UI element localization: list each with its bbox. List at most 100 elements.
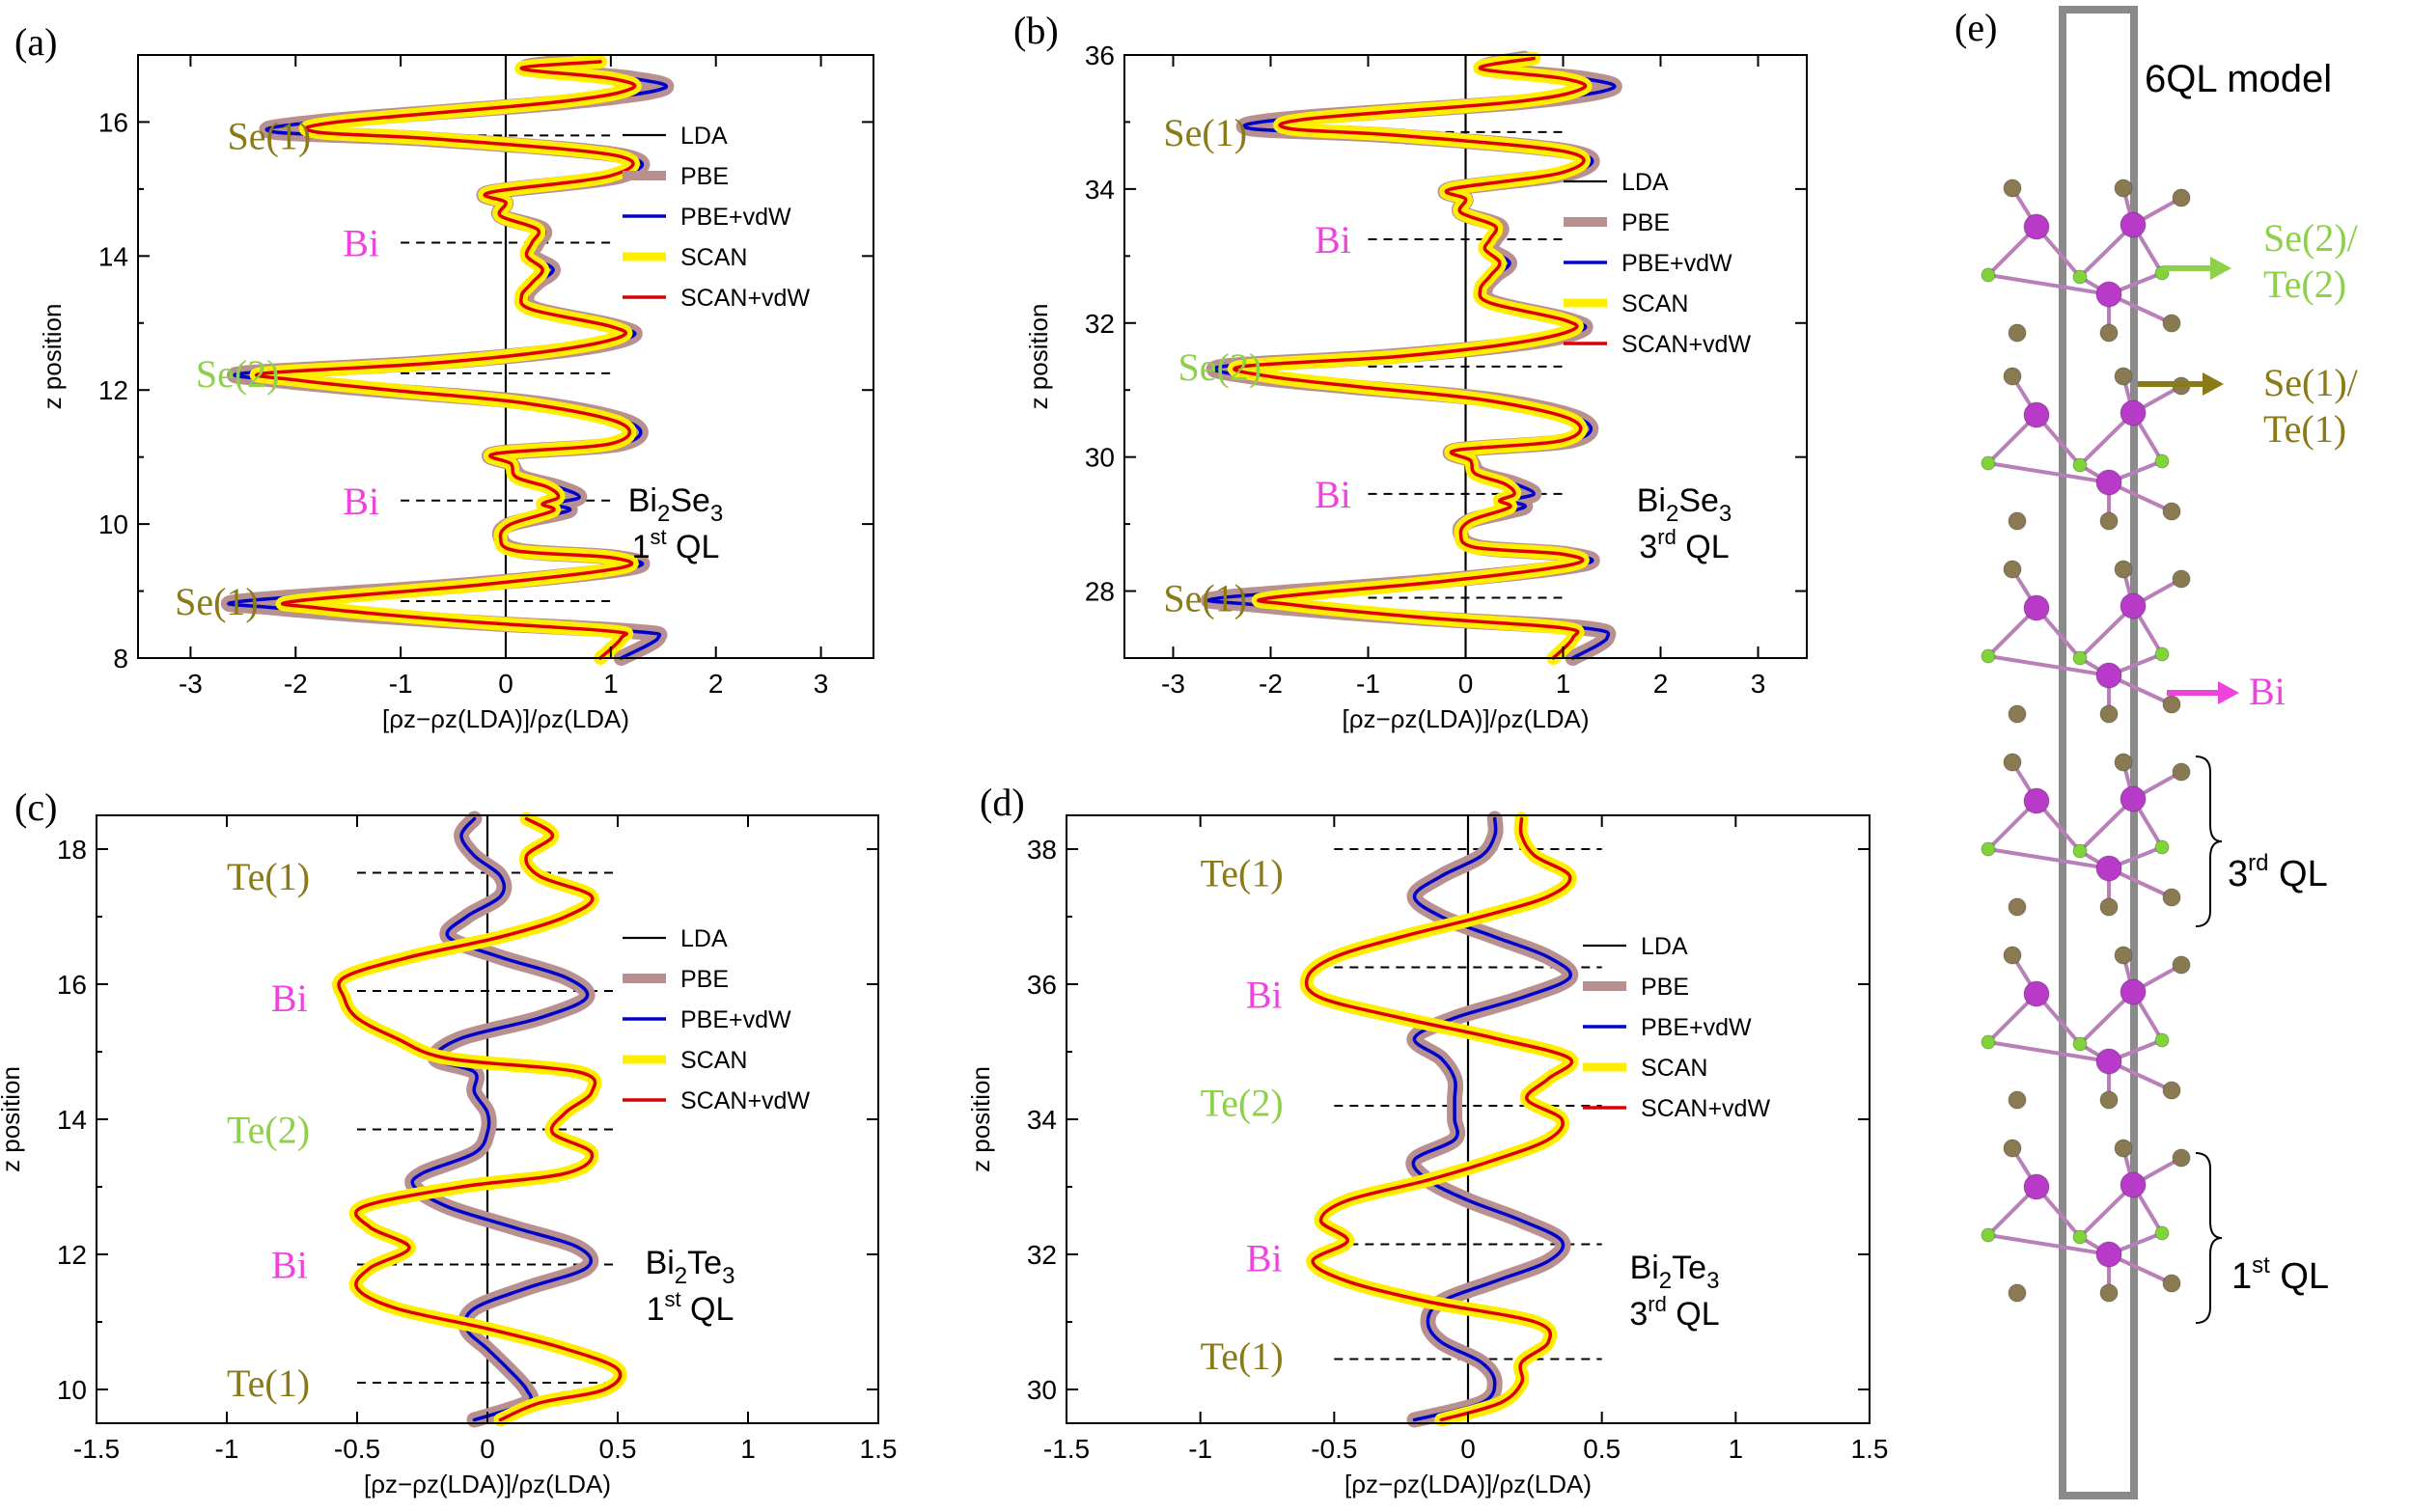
se1-atom: [2114, 367, 2133, 386]
x-axis-title: [ρz−ρz(LDA)]/ρz(LDA): [382, 704, 629, 733]
se2-atom: [2072, 843, 2088, 859]
arrow-bi-head: [2218, 681, 2239, 704]
x-tick-label: -1: [215, 1434, 239, 1464]
se1-atom: [2172, 569, 2191, 589]
se1-atom: [2162, 888, 2181, 907]
chart-panels: (a)-3 -2 -1 0 1 2 3810121416[ρz−ρz(LDA)]/ρz(LD…: [0, 9, 1888, 1498]
x-tick-label: 1.5: [1851, 1434, 1889, 1464]
ql-part: 1: [632, 529, 651, 565]
y-tick-label: 14: [98, 241, 128, 271]
y-axis-title: z position: [966, 1066, 995, 1172]
x-tick-label: -1.5: [1043, 1434, 1090, 1464]
ql-part: 3: [1639, 529, 1657, 565]
ql-part: QL: [667, 529, 720, 565]
y-axis-title: z position: [38, 304, 67, 410]
panel-label: (c): [14, 785, 57, 829]
y-tick-label: 16: [98, 107, 128, 137]
layer-label: Bi: [1246, 974, 1283, 1017]
y-tick-label: 10: [98, 509, 128, 539]
se1-atom: [2162, 502, 2181, 521]
formula-part: 2: [657, 501, 670, 527]
layer-label: Bi: [1246, 1237, 1283, 1280]
layer-label: Te(1): [227, 1361, 310, 1405]
layer-label: Bi: [271, 1244, 308, 1287]
se1-atom: [2008, 323, 2027, 343]
layer-label: Se(1): [175, 580, 259, 623]
x-tick-label: 1: [603, 669, 619, 699]
bi-atom: [2023, 980, 2050, 1007]
x-tick-label: -0.5: [1311, 1434, 1357, 1464]
y-tick-label: 30: [1085, 443, 1115, 473]
formula-part: 3: [722, 1263, 734, 1289]
layer-label: Bi: [1315, 473, 1351, 516]
ql-formula: 1st QL: [632, 525, 720, 565]
se2-atom: [2072, 457, 2088, 473]
bond: [1987, 654, 2110, 677]
bi-atom: [2023, 594, 2050, 621]
ql-part: rd: [1657, 525, 1677, 549]
y-tick-label: 32: [1085, 309, 1115, 339]
se1-atom: [2003, 753, 2022, 772]
se2-atom: [2072, 650, 2088, 666]
legend-label: LDA: [680, 123, 728, 150]
x-axis-title: [ρz−ρz(LDA)]/ρz(LDA): [1342, 704, 1589, 733]
layer-label: Se(1): [1163, 111, 1247, 154]
se1-atom: [2099, 511, 2119, 531]
material-formula: Bi2Te3: [646, 1245, 735, 1289]
se1-atom: [2008, 511, 2027, 531]
y-tick-label: 12: [57, 1240, 87, 1270]
ql-part: st: [664, 1287, 680, 1311]
bi-atom: [2120, 592, 2147, 619]
x-tick-label: 2: [1653, 669, 1669, 699]
formula-part: Te: [687, 1245, 722, 1281]
ql-part: 1: [647, 1291, 665, 1328]
se1-atom: [2008, 704, 2027, 724]
label-se1-line1: Se(1)/: [2263, 361, 2359, 404]
bi-atom: [2095, 1241, 2122, 1268]
label-se2-line2: Te(2): [2263, 262, 2346, 306]
se1-atom: [2172, 762, 2191, 782]
se2-atom: [2154, 454, 2170, 469]
se2-atom: [2154, 1032, 2170, 1048]
bond: [1987, 1040, 2110, 1063]
arrow-se2-head: [2210, 257, 2231, 280]
layer-label: Bi: [343, 480, 379, 523]
structure-panel-e: (e) 6QL model Se(2)/ Te(2) Se(1)/ Te(1) …: [1954, 6, 2359, 1499]
ql-part: QL: [1667, 1296, 1720, 1333]
bond: [1987, 1233, 2110, 1256]
se2-atom: [2154, 646, 2170, 662]
formula-part: Se: [670, 482, 710, 519]
ql-part: 3: [1629, 1296, 1648, 1333]
se1-atom: [2008, 1090, 2027, 1110]
bracket-3rd-ql: [2195, 756, 2223, 927]
bi-atom: [2120, 1171, 2147, 1198]
material-formula: Bi2Se3: [628, 482, 724, 527]
formula-part: Bi: [628, 482, 657, 519]
se1-atom: [2003, 367, 2022, 386]
series-scan-vdw: [254, 60, 637, 660]
atomic-structure: [1981, 179, 2191, 1303]
x-tick-label: -1: [1188, 1434, 1212, 1464]
formula-part: 3: [1719, 501, 1732, 527]
y-axis-title: z position: [1024, 304, 1053, 410]
ql-part: QL: [1677, 529, 1730, 565]
legend-label: PBE+vdW: [1641, 1014, 1752, 1041]
ql-part: QL: [681, 1291, 734, 1328]
x-tick-label: 1: [1556, 669, 1571, 699]
se1-atom: [2099, 323, 2119, 343]
material-formula: Bi2Se3: [1637, 482, 1732, 527]
ql-formula: 3rd QL: [1639, 525, 1729, 565]
legend-label: LDA: [1621, 169, 1669, 196]
y-tick-label: 34: [1085, 175, 1115, 205]
layer-label: Te(1): [227, 855, 310, 898]
se1-atom: [2114, 753, 2133, 772]
panel-label-e: (e): [1954, 6, 1997, 49]
formula-part: 2: [1659, 1268, 1672, 1294]
y-tick-label: 18: [57, 835, 87, 865]
x-tick-label: 1: [1729, 1434, 1744, 1464]
arrow-se1-head: [2203, 372, 2224, 396]
unit-cell-frame: [2059, 6, 2138, 1499]
se2-atom: [1981, 648, 1996, 664]
layer-label: Se(2): [196, 352, 280, 396]
x-tick-label: 0: [480, 1434, 495, 1464]
